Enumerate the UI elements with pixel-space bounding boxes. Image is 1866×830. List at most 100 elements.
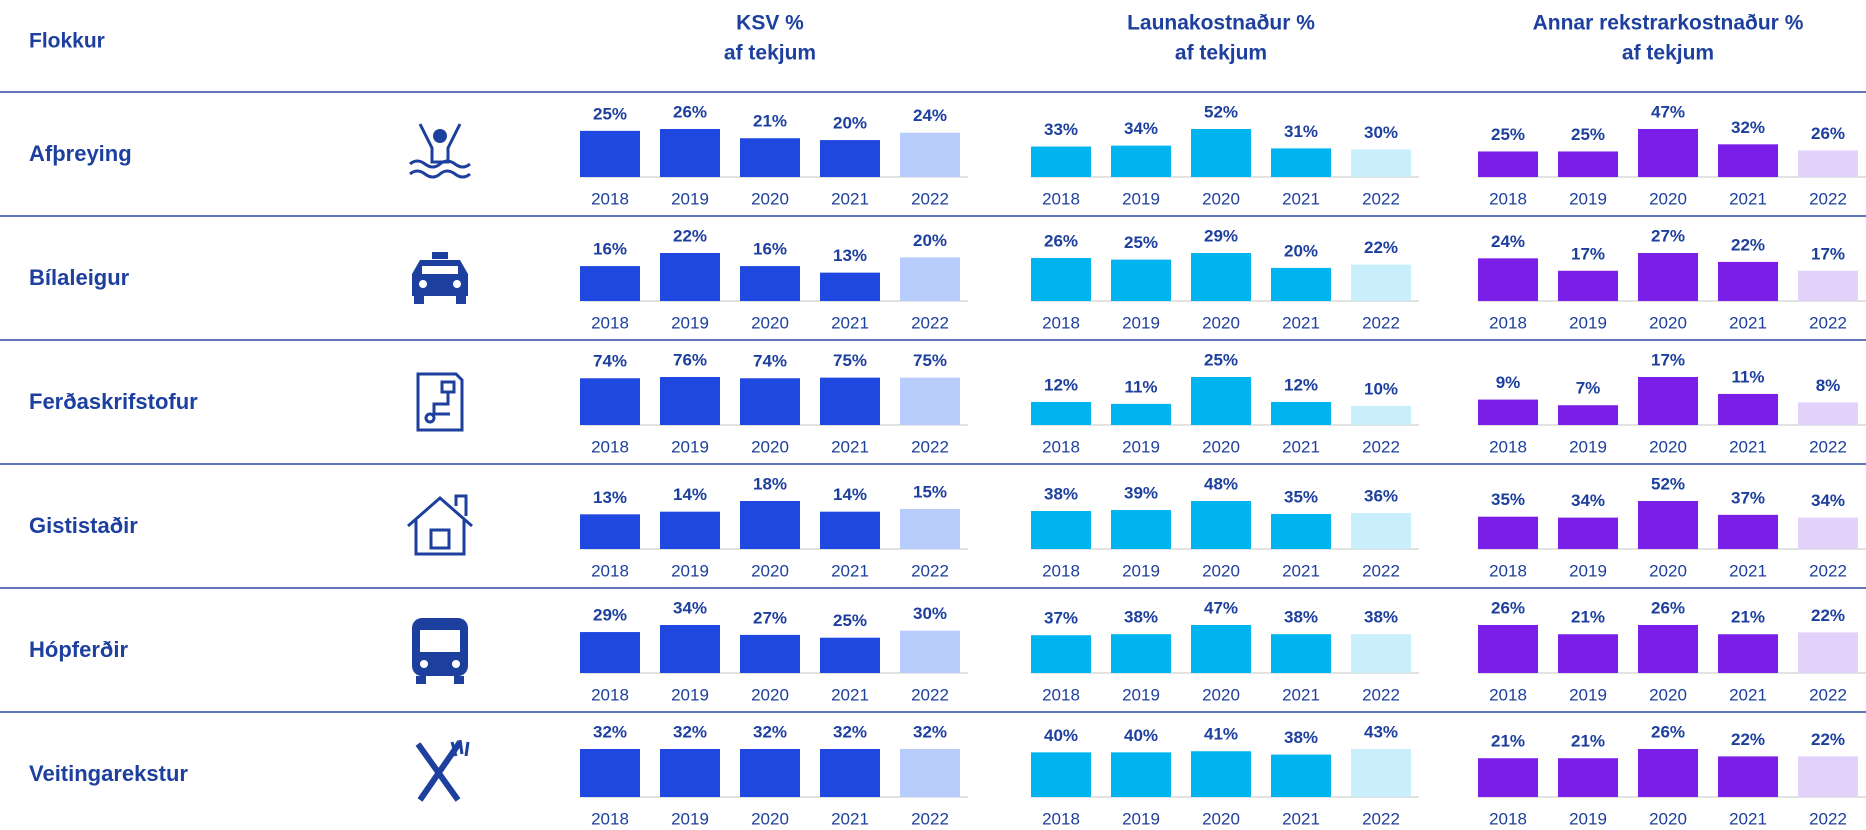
value-label: 25% <box>593 104 627 123</box>
icon-bus <box>412 618 468 684</box>
year-label: 2020 <box>751 685 789 704</box>
year-label: 2022 <box>911 561 949 580</box>
value-label: 38% <box>1284 608 1318 627</box>
icon-taxi <box>412 252 468 304</box>
bar <box>1718 634 1778 673</box>
year-label: 2019 <box>1569 685 1607 704</box>
year-label: 2018 <box>1489 437 1527 456</box>
bar <box>1271 401 1331 425</box>
year-label: 2022 <box>1809 809 1847 828</box>
value-label: 47% <box>1204 598 1238 617</box>
value-label: 11% <box>1731 367 1764 386</box>
value-label: 26% <box>1651 598 1685 617</box>
value-label: 35% <box>1284 487 1318 506</box>
bar <box>1558 634 1618 673</box>
bar <box>1718 756 1778 797</box>
bar <box>1351 749 1411 797</box>
year-label: 2021 <box>1282 685 1320 704</box>
year-label: 2022 <box>1809 685 1847 704</box>
value-label: 22% <box>1811 730 1845 749</box>
year-label: 2021 <box>1729 685 1767 704</box>
year-label: 2020 <box>1202 313 1240 332</box>
value-label: 25% <box>1204 350 1238 369</box>
value-label: 75% <box>913 351 947 370</box>
value-label: 24% <box>913 106 947 125</box>
bar <box>1271 148 1331 177</box>
bar <box>1718 514 1778 549</box>
bar <box>1271 514 1331 549</box>
bar <box>660 625 720 673</box>
year-label: 2022 <box>1362 437 1400 456</box>
year-label: 2019 <box>1122 809 1160 828</box>
bar <box>1638 625 1698 673</box>
bar <box>1351 149 1411 177</box>
year-label: 2019 <box>671 313 709 332</box>
row-name: Bílaleigur <box>29 265 130 290</box>
year-label: 2018 <box>1042 685 1080 704</box>
bar <box>1111 403 1171 425</box>
value-label: 38% <box>1044 484 1078 503</box>
bar <box>1798 150 1858 177</box>
bar <box>1478 758 1538 797</box>
bar <box>660 129 720 177</box>
value-label: 17% <box>1571 244 1605 263</box>
bar <box>740 266 800 301</box>
bar <box>1478 516 1538 549</box>
bar <box>1798 756 1858 797</box>
value-label: 11% <box>1124 377 1157 396</box>
bar <box>1191 625 1251 673</box>
value-label: 12% <box>1284 375 1318 394</box>
year-label: 2019 <box>671 809 709 828</box>
year-label: 2018 <box>1489 189 1527 208</box>
value-label: 34% <box>673 598 707 617</box>
bar <box>1351 634 1411 673</box>
bar <box>1191 129 1251 177</box>
bar <box>900 257 960 301</box>
year-label: 2022 <box>1809 561 1847 580</box>
year-label: 2020 <box>751 809 789 828</box>
row-name: Gististaðir <box>29 513 138 538</box>
value-label: 22% <box>1731 730 1765 749</box>
bar <box>1191 501 1251 549</box>
year-label: 2021 <box>831 437 869 456</box>
year-label: 2021 <box>1282 189 1320 208</box>
bar <box>1638 501 1698 549</box>
bar <box>1111 145 1171 177</box>
value-label: 32% <box>1731 118 1765 137</box>
value-label: 14% <box>673 485 707 504</box>
year-label: 2019 <box>1569 313 1607 332</box>
icon-house <box>407 494 473 556</box>
year-label: 2022 <box>1362 809 1400 828</box>
year-label: 2022 <box>911 437 949 456</box>
year-label: 2022 <box>1362 313 1400 332</box>
bar <box>1558 758 1618 797</box>
year-label: 2021 <box>831 313 869 332</box>
year-label: 2019 <box>1569 437 1607 456</box>
value-label: 34% <box>1811 491 1845 510</box>
metric-title: af tekjum <box>724 42 816 65</box>
bar <box>1351 405 1411 425</box>
value-label: 13% <box>593 488 627 507</box>
year-label: 2021 <box>831 809 869 828</box>
bar <box>1111 752 1171 797</box>
year-label: 2020 <box>1202 189 1240 208</box>
year-label: 2019 <box>1122 685 1160 704</box>
value-label: 22% <box>1364 238 1398 257</box>
value-label: 26% <box>1811 124 1845 143</box>
year-label: 2021 <box>1729 561 1767 580</box>
bar <box>1111 259 1171 301</box>
value-label: 22% <box>673 226 707 245</box>
bar <box>660 377 720 425</box>
bar <box>1191 751 1251 797</box>
year-label: 2018 <box>1489 809 1527 828</box>
bar <box>1271 267 1331 301</box>
value-label: 26% <box>673 102 707 121</box>
bar <box>1111 510 1171 549</box>
value-label: 20% <box>913 231 947 250</box>
year-label: 2020 <box>1649 189 1687 208</box>
bar <box>740 501 800 549</box>
bar <box>1031 635 1091 673</box>
year-label: 2019 <box>671 561 709 580</box>
bar <box>1638 377 1698 425</box>
